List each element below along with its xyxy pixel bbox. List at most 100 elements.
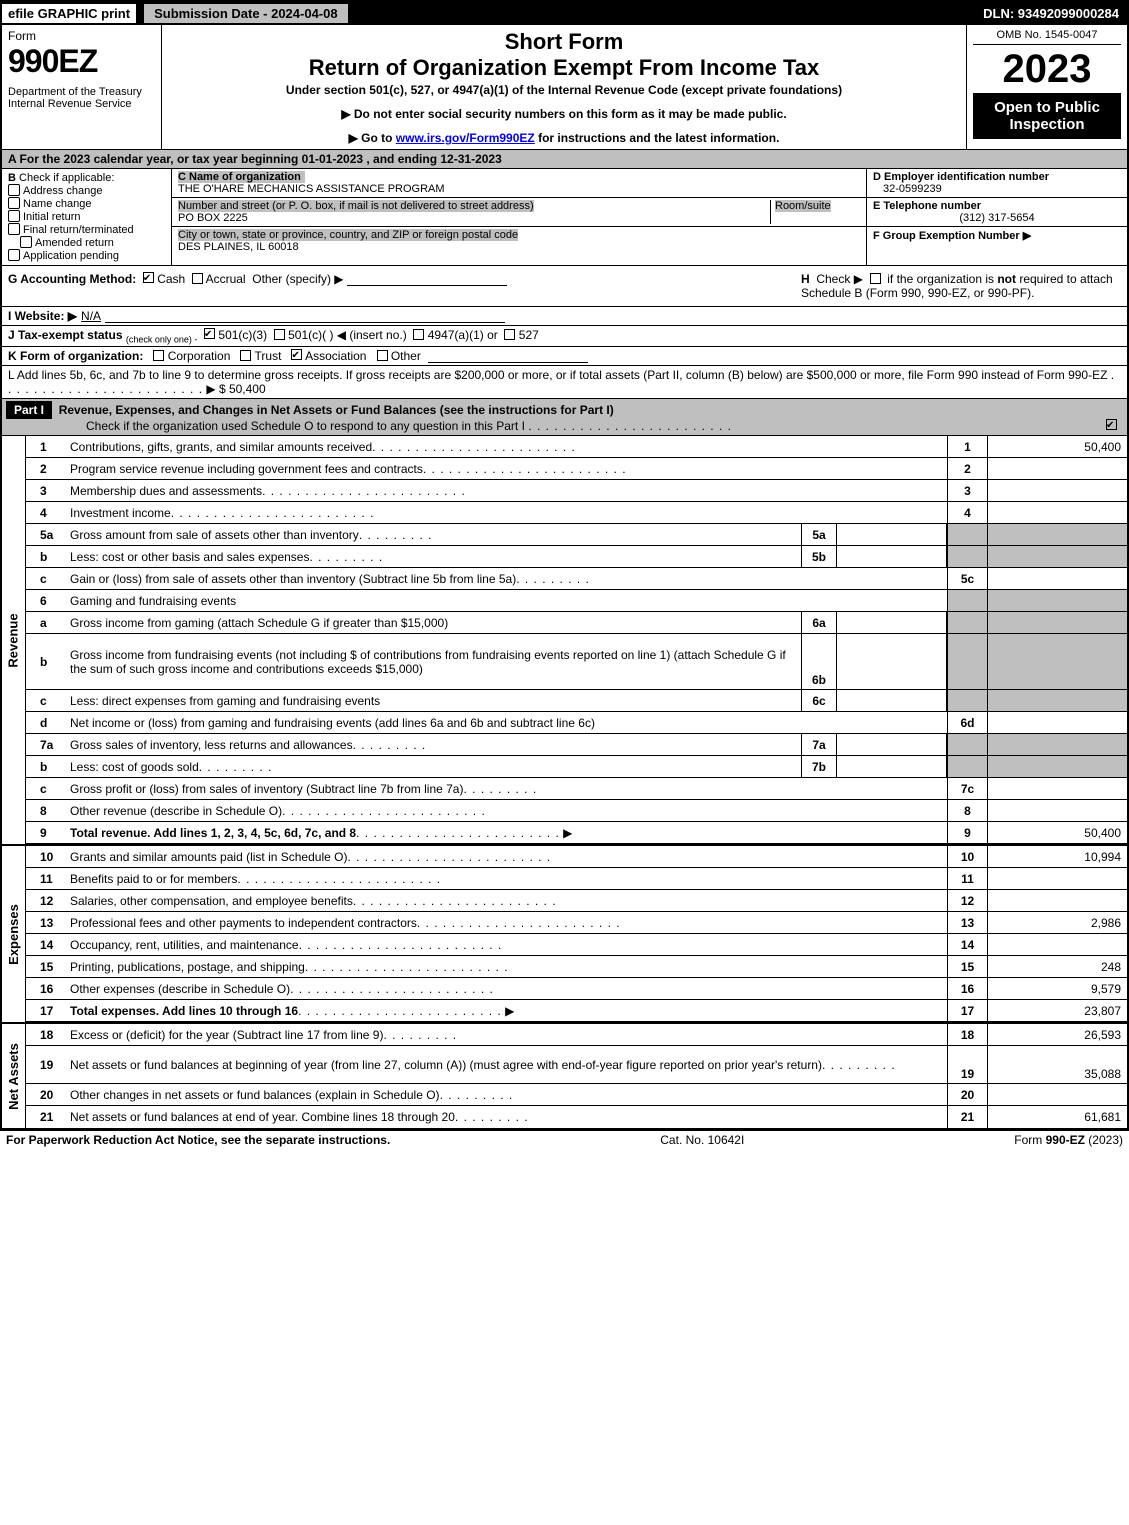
net-assets-side-label: Net Assets bbox=[2, 1024, 26, 1128]
line-7a-rnum bbox=[947, 734, 987, 755]
line-6-rnum bbox=[947, 590, 987, 611]
org-info-grid: B Check if applicable: Address change Na… bbox=[2, 169, 1127, 266]
irs-link[interactable]: www.irs.gov/Form990EZ bbox=[396, 131, 535, 145]
col-b-checkboxes: B Check if applicable: Address change Na… bbox=[2, 169, 172, 265]
opt-accrual: Accrual bbox=[206, 272, 246, 286]
j-sub: (check only one) - bbox=[126, 334, 198, 344]
line-3-desc: Membership dues and assessments bbox=[70, 484, 262, 498]
line-10-num: 10 bbox=[947, 846, 987, 867]
line-11-num: 11 bbox=[947, 868, 987, 889]
part-i-header: Part I Revenue, Expenses, and Changes in… bbox=[2, 398, 1127, 436]
cb-amended-return[interactable] bbox=[20, 236, 32, 248]
line-21-desc: Net assets or fund balances at end of ye… bbox=[70, 1110, 455, 1124]
dln: DLN: 93492099000284 bbox=[975, 4, 1127, 23]
col-def: D Employer identification number 32-0599… bbox=[867, 169, 1127, 265]
cb-trust[interactable] bbox=[240, 350, 251, 361]
line-16-val: 9,579 bbox=[987, 978, 1127, 999]
revenue-section: Revenue 1Contributions, gifts, grants, a… bbox=[2, 436, 1127, 844]
line-5a-rval bbox=[987, 524, 1127, 545]
cb-501c3[interactable] bbox=[204, 328, 215, 339]
line-7a-mid: 7a bbox=[801, 734, 837, 755]
cb-4947a1[interactable] bbox=[413, 329, 424, 340]
line-5b-midval bbox=[837, 546, 947, 567]
insert-no: (insert no.) bbox=[349, 328, 406, 342]
line-9-num: 9 bbox=[947, 822, 987, 843]
line-15-num: 15 bbox=[947, 956, 987, 977]
cb-schedule-o-used[interactable] bbox=[1106, 419, 1117, 430]
line-20-num: 20 bbox=[947, 1084, 987, 1105]
cb-501c[interactable] bbox=[274, 329, 285, 340]
opt-other-org: Other bbox=[391, 349, 421, 363]
line-6c-desc: Less: direct expenses from gaming and fu… bbox=[70, 694, 380, 708]
line-7b-rnum bbox=[947, 756, 987, 777]
line-7b-desc: Less: cost of goods sold bbox=[70, 760, 199, 774]
phone-value: (312) 317-5654 bbox=[873, 212, 1121, 224]
l-amount: $ 50,400 bbox=[219, 382, 266, 396]
other-specify-line[interactable] bbox=[347, 274, 507, 286]
opt-initial-return: Initial return bbox=[23, 211, 80, 223]
line-6c-rnum bbox=[947, 690, 987, 711]
line-21-val: 61,681 bbox=[987, 1106, 1127, 1128]
revenue-side-label: Revenue bbox=[2, 436, 26, 844]
line-5b-rnum bbox=[947, 546, 987, 567]
opt-name-change: Name change bbox=[23, 198, 92, 210]
line-6b-rval bbox=[987, 634, 1127, 689]
cb-application-pending[interactable] bbox=[8, 249, 20, 261]
goto-pre: Go to bbox=[361, 131, 396, 145]
opt-4947a1: 4947(a)(1) or bbox=[428, 328, 498, 342]
opt-527: 527 bbox=[519, 328, 539, 342]
footer-form: Form 990-EZ (2023) bbox=[1014, 1133, 1123, 1147]
line-5c-val bbox=[987, 568, 1127, 589]
line-13-val: 2,986 bbox=[987, 912, 1127, 933]
city-label: City or town, state or province, country… bbox=[178, 229, 518, 241]
line-18-desc: Excess or (deficit) for the year (Subtra… bbox=[70, 1028, 383, 1042]
line-7a-desc: Gross sales of inventory, less returns a… bbox=[70, 738, 353, 752]
k-label: K Form of organization: bbox=[8, 349, 143, 363]
form-container: efile GRAPHIC print Submission Date - 20… bbox=[0, 0, 1129, 1130]
cb-schedule-b-not-required[interactable] bbox=[870, 273, 881, 284]
opt-address-change: Address change bbox=[23, 185, 103, 197]
line-6a-mid: 6a bbox=[801, 612, 837, 633]
cb-527[interactable] bbox=[504, 329, 515, 340]
line-6d-desc: Net income or (loss) from gaming and fun… bbox=[70, 716, 595, 730]
line-5c-num: 5c bbox=[947, 568, 987, 589]
other-org-line bbox=[428, 351, 588, 363]
cb-address-change[interactable] bbox=[8, 184, 20, 196]
line-6b-mid: 6b bbox=[801, 634, 837, 689]
line-14-desc: Occupancy, rent, utilities, and maintena… bbox=[70, 938, 299, 952]
line-7c-val bbox=[987, 778, 1127, 799]
cb-accrual[interactable] bbox=[192, 273, 203, 284]
return-title: Return of Organization Exempt From Incom… bbox=[172, 55, 956, 81]
cb-association[interactable] bbox=[291, 349, 302, 360]
org-name: THE O'HARE MECHANICS ASSISTANCE PROGRAM bbox=[178, 183, 445, 195]
line-5a-desc: Gross amount from sale of assets other t… bbox=[70, 528, 359, 542]
opt-trust: Trust bbox=[255, 349, 282, 363]
line-1-val: 50,400 bbox=[987, 436, 1127, 457]
line-10-val: 10,994 bbox=[987, 846, 1127, 867]
line-6b-desc: Gross income from fundraising events (no… bbox=[70, 648, 797, 676]
cb-cash[interactable] bbox=[143, 272, 154, 283]
efile-print-label[interactable]: efile GRAPHIC print bbox=[2, 4, 138, 23]
f-group-exemption: F Group Exemption Number ▶ bbox=[873, 230, 1031, 242]
j-label: J Tax-exempt status bbox=[8, 328, 123, 342]
b-label: Check if applicable: bbox=[19, 172, 114, 184]
cb-corporation[interactable] bbox=[153, 350, 164, 361]
short-form-title: Short Form bbox=[172, 29, 956, 55]
line-9-val: 50,400 bbox=[987, 822, 1127, 843]
line-3-num: 3 bbox=[947, 480, 987, 501]
line-6c-rval bbox=[987, 690, 1127, 711]
room-label: Room/suite bbox=[775, 200, 831, 212]
street-value: PO BOX 2225 bbox=[178, 212, 248, 224]
line-2-val bbox=[987, 458, 1127, 479]
cb-initial-return[interactable] bbox=[8, 210, 20, 222]
cb-other-org[interactable] bbox=[377, 350, 388, 361]
cb-name-change[interactable] bbox=[8, 197, 20, 209]
row-k-form-org: K Form of organization: Corporation Trus… bbox=[2, 346, 1127, 365]
line-4-num: 4 bbox=[947, 502, 987, 523]
line-15-val: 248 bbox=[987, 956, 1127, 977]
line-6c-midval bbox=[837, 690, 947, 711]
line-16-desc: Other expenses (describe in Schedule O) bbox=[70, 982, 290, 996]
part-i-sub: Check if the organization used Schedule … bbox=[6, 419, 525, 433]
cb-final-return[interactable] bbox=[8, 223, 20, 235]
line-6b-rnum bbox=[947, 634, 987, 689]
